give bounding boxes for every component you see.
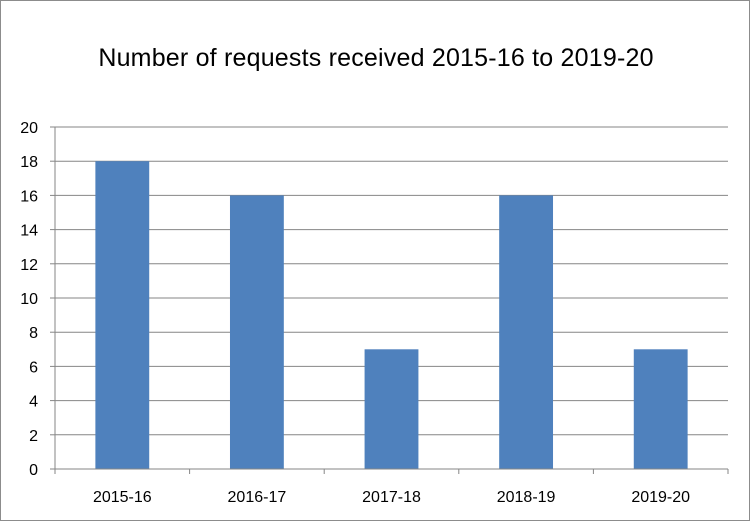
bar-2016-17	[229, 195, 284, 469]
y-tick-label: 0	[29, 462, 38, 479]
y-tick-label: 20	[20, 120, 38, 137]
y-tick-label: 2	[29, 428, 38, 445]
y-tick-label: 8	[29, 325, 38, 342]
x-tick-label: 2018-19	[497, 489, 556, 506]
y-tick-labels: 0 2 4 6 8 10 12 14 16 18 20	[20, 120, 38, 479]
y-tick-label: 6	[29, 359, 38, 376]
axis-layer	[50, 126, 729, 474]
x-tick-label: 2016-17	[228, 489, 287, 506]
bar-2015-16	[95, 161, 150, 469]
y-tick-label: 18	[20, 154, 38, 171]
bar-2018-19	[499, 195, 554, 469]
chart-title: Number of requests received 2015-16 to 2…	[98, 44, 654, 72]
y-tick-label: 14	[20, 223, 38, 240]
y-tick-label: 12	[20, 257, 38, 274]
bar-layer	[95, 161, 688, 469]
x-tick-label: 2015-16	[93, 489, 152, 506]
bar-2017-18	[364, 349, 419, 469]
x-tick-label: 2017-18	[362, 489, 421, 506]
bar-2019-20	[633, 349, 688, 469]
y-tick-label: 4	[29, 394, 38, 411]
x-tick-label: 2019-20	[631, 489, 690, 506]
x-tick-labels: 2015-16 2016-17 2017-18 2018-19 2019-20	[93, 489, 690, 506]
y-tick-label: 16	[20, 188, 38, 205]
y-tick-label: 10	[20, 291, 38, 308]
